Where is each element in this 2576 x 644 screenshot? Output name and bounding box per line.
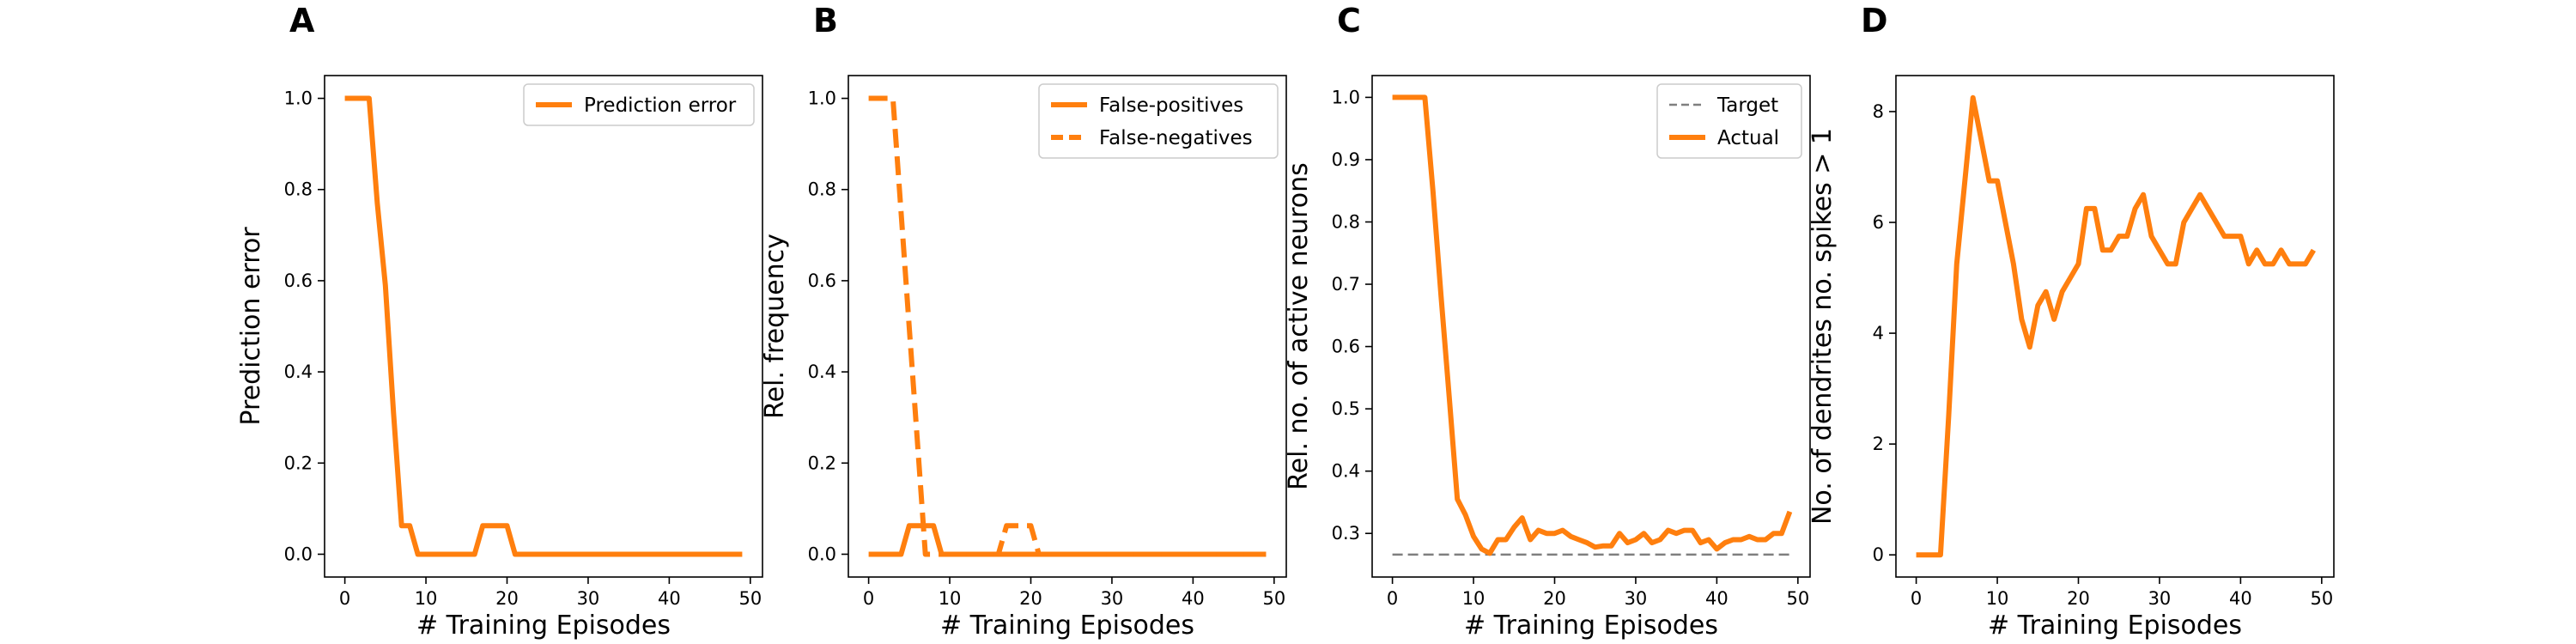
legend: Prediction error	[523, 83, 755, 126]
x-tick-label: 30	[1625, 588, 1648, 609]
x-tick-label: 0	[863, 588, 874, 609]
legend-label: Actual	[1717, 127, 1779, 149]
x-tick-label: 50	[1786, 588, 1809, 609]
y-axis-label: No. of dendrites no. spikes > 1	[1807, 128, 1838, 525]
series-line-values	[1916, 94, 2316, 558]
y-tick-label: 1.0	[284, 88, 313, 109]
axes-frame	[1371, 75, 1811, 578]
panel-letter: B	[813, 2, 838, 39]
y-tick-label: 1.0	[808, 88, 836, 109]
x-tick-label: 50	[738, 588, 762, 609]
y-tick-label: 0.6	[1332, 337, 1360, 357]
x-tick-label: 10	[939, 588, 962, 609]
x-tick-label: 0	[1911, 588, 1922, 609]
x-tick-label: 40	[658, 588, 681, 609]
x-tick-label: 20	[1019, 588, 1042, 609]
y-tick-label: 0.7	[1332, 274, 1360, 295]
x-axis-label: # Training Episodes	[1464, 611, 1718, 641]
y-axis-label: Rel. no. of active neurons	[1284, 162, 1314, 490]
series-line-prediction-error	[344, 95, 743, 557]
y-tick-label: 2	[1873, 434, 1884, 454]
panel-letter: A	[289, 2, 315, 39]
y-tick-label: 0.4	[808, 361, 836, 382]
y-tick-label: 0.6	[808, 270, 836, 291]
x-tick-label: 20	[1543, 588, 1566, 609]
legend: False-positives False-negatives	[1038, 83, 1279, 159]
legend-label: False-negatives	[1099, 127, 1253, 149]
y-tick-label: 1.0	[1332, 87, 1360, 107]
y-tick-label: 0.0	[284, 544, 313, 564]
axes-frame	[1895, 75, 2335, 578]
y-tick-label: 0.8	[808, 179, 836, 200]
legend-label: False-positives	[1099, 94, 1243, 117]
legend-label: Target	[1716, 94, 1778, 117]
x-tick-label: 30	[2148, 588, 2172, 609]
panel-letter: D	[1861, 2, 1888, 39]
panel-c: C 0 10 20 30 40 50 0.3 0.4 0.5 0.6 0.7 0.8 0.9 1.0 # Tr…	[1284, 2, 1811, 641]
y-tick-label: 6	[1873, 212, 1884, 233]
x-tick-label: 30	[1101, 588, 1124, 609]
legend-box	[1038, 83, 1279, 159]
y-tick-label: 0.8	[284, 179, 313, 200]
x-tick-label: 40	[1705, 588, 1728, 609]
y-tick-label: 0	[1873, 544, 1884, 565]
x-tick-label: 10	[415, 588, 438, 609]
x-axis-label: # Training Episodes	[1988, 611, 2242, 641]
x-axis-label: # Training Episodes	[416, 611, 671, 641]
y-tick-label: 0.0	[808, 544, 836, 564]
x-tick-label: 40	[2229, 588, 2252, 609]
x-tick-label: 10	[1986, 588, 2009, 609]
x-axis-label: # Training Episodes	[940, 611, 1194, 641]
panel-letter: C	[1337, 2, 1361, 39]
legend-box	[523, 83, 755, 126]
axes-frame	[848, 75, 1287, 578]
y-axis-label: Rel. frequency	[760, 234, 790, 419]
y-tick-label: 0.4	[1332, 461, 1360, 482]
x-tick-label: 30	[577, 588, 600, 609]
y-axis-label: Prediction error	[236, 227, 266, 426]
y-tick-label: 0.5	[1332, 398, 1360, 419]
x-tick-label: 50	[1262, 588, 1285, 609]
y-tick-label: 0.2	[284, 453, 313, 473]
x-tick-label: 50	[2310, 588, 2333, 609]
panel-a: A 0 10 20 30 40 50 0.0 0.2 0.4 0.6 0.8 1.0 # Training…	[236, 2, 763, 641]
series-line-false-positives	[868, 523, 1267, 557]
legend-label: Prediction error	[584, 94, 737, 117]
series-line-actual	[1392, 94, 1793, 556]
x-tick-label: 20	[495, 588, 519, 609]
y-tick-label: 0.3	[1332, 523, 1360, 544]
legend: Target Actual	[1656, 83, 1802, 159]
y-tick-label: 0.9	[1332, 149, 1360, 170]
series-line-false-negatives	[868, 95, 1267, 557]
y-tick-label: 0.4	[284, 361, 313, 382]
panel-b: B 0 10 20 30 40 50 0.0 0.2 0.4 0.6 0.8 1.0 # Training…	[760, 2, 1287, 641]
panel-d: D 0 10 20 30 40 50 0 2 4 6 8 # Training Episodes No. …	[1807, 2, 2335, 641]
y-tick-label: 8	[1873, 101, 1884, 122]
y-tick-label: 0.2	[808, 453, 836, 473]
x-tick-label: 0	[339, 588, 350, 609]
axes-frame	[324, 75, 763, 578]
x-tick-label: 40	[1182, 588, 1205, 609]
y-tick-label: 0.8	[1332, 211, 1360, 232]
y-tick-label: 0.6	[284, 270, 313, 291]
x-tick-label: 10	[1462, 588, 1485, 609]
x-tick-label: 0	[1387, 588, 1398, 609]
y-tick-label: 4	[1873, 323, 1884, 343]
x-tick-label: 20	[2067, 588, 2090, 609]
